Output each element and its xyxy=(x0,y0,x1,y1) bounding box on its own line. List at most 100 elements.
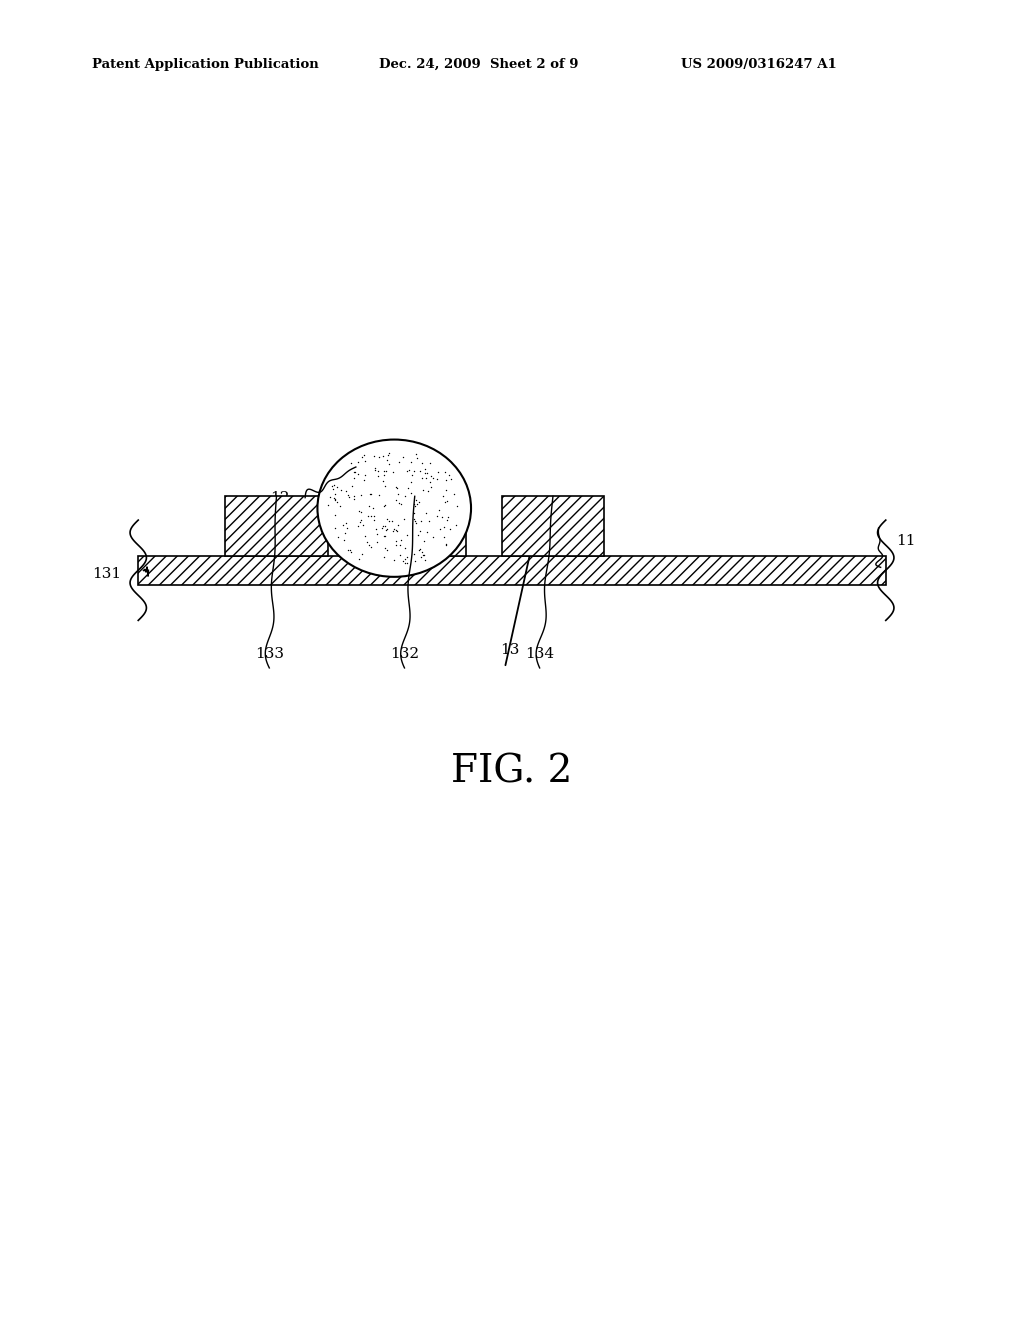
Point xyxy=(326,487,342,508)
Point xyxy=(381,511,397,532)
Point xyxy=(381,442,397,463)
Point xyxy=(357,525,374,546)
Point xyxy=(407,503,423,524)
Point xyxy=(390,515,407,536)
Point xyxy=(408,490,424,511)
Point xyxy=(343,451,359,473)
Point xyxy=(343,475,359,496)
Point xyxy=(406,494,422,515)
Point xyxy=(392,535,409,556)
Point xyxy=(380,444,396,465)
Point xyxy=(409,447,425,469)
Ellipse shape xyxy=(317,440,471,577)
Point xyxy=(338,513,354,535)
Point xyxy=(379,508,395,529)
Point xyxy=(406,544,422,565)
Point xyxy=(327,490,343,511)
Point xyxy=(437,461,454,482)
Point xyxy=(330,527,346,548)
Point xyxy=(388,535,404,556)
Point xyxy=(378,519,394,540)
Point xyxy=(431,499,447,520)
Point xyxy=(356,470,373,491)
Point xyxy=(383,511,399,532)
Point xyxy=(379,540,395,561)
Point xyxy=(396,537,413,558)
Point xyxy=(421,511,437,532)
Point xyxy=(352,484,369,506)
Point xyxy=(423,466,439,487)
Point xyxy=(437,533,454,554)
Point xyxy=(346,486,362,507)
Point xyxy=(335,515,351,536)
Point xyxy=(442,469,459,490)
Point xyxy=(357,450,374,471)
Point xyxy=(422,471,438,492)
Point xyxy=(376,525,392,546)
Point xyxy=(377,516,393,537)
Point xyxy=(346,488,362,510)
Point xyxy=(402,451,419,473)
Point xyxy=(327,504,343,525)
Point xyxy=(416,531,432,552)
Point xyxy=(340,484,356,506)
Point xyxy=(389,477,406,498)
Point xyxy=(397,486,414,507)
Point xyxy=(352,510,369,531)
Point xyxy=(378,519,394,540)
Point xyxy=(336,529,352,550)
Point xyxy=(350,515,367,536)
Point xyxy=(407,511,423,532)
Point xyxy=(377,525,393,546)
Point xyxy=(351,511,368,532)
Point xyxy=(375,446,391,467)
Point xyxy=(355,445,372,466)
Point xyxy=(327,488,343,510)
Text: Dec. 24, 2009  Sheet 2 of 9: Dec. 24, 2009 Sheet 2 of 9 xyxy=(379,58,579,71)
Point xyxy=(429,506,445,527)
Text: 133: 133 xyxy=(255,647,284,661)
Point xyxy=(369,524,385,545)
Point xyxy=(423,477,439,498)
Point xyxy=(432,517,449,539)
Text: 13: 13 xyxy=(501,643,519,657)
Text: FIG. 2: FIG. 2 xyxy=(452,754,572,791)
Point xyxy=(404,465,421,486)
Point xyxy=(418,467,434,488)
Point xyxy=(364,536,380,557)
Point xyxy=(339,517,355,539)
Point xyxy=(368,459,384,480)
Point xyxy=(397,549,414,570)
Point xyxy=(436,516,453,537)
Point xyxy=(409,494,425,515)
Point xyxy=(341,486,357,507)
Point xyxy=(394,446,411,467)
Text: 134: 134 xyxy=(525,647,554,661)
Point xyxy=(353,543,370,564)
Point xyxy=(350,549,367,570)
Text: Patent Application Publication: Patent Application Publication xyxy=(92,58,318,71)
Point xyxy=(412,521,428,543)
Point xyxy=(395,550,412,572)
Point xyxy=(387,490,403,511)
Point xyxy=(322,487,338,508)
Point xyxy=(419,462,435,483)
Point xyxy=(415,467,431,488)
Point xyxy=(402,482,419,503)
Point xyxy=(360,535,377,556)
Point xyxy=(442,519,459,540)
Point xyxy=(420,480,436,502)
Point xyxy=(398,546,415,568)
Point xyxy=(417,549,433,570)
Point xyxy=(415,480,431,502)
Point xyxy=(413,510,429,531)
Point xyxy=(388,520,404,541)
Point xyxy=(371,484,387,506)
Point xyxy=(388,520,404,541)
Point xyxy=(377,537,393,558)
Point xyxy=(433,506,450,527)
Point xyxy=(375,515,391,536)
Point xyxy=(422,453,438,474)
Point xyxy=(414,541,430,562)
Point xyxy=(389,483,406,504)
